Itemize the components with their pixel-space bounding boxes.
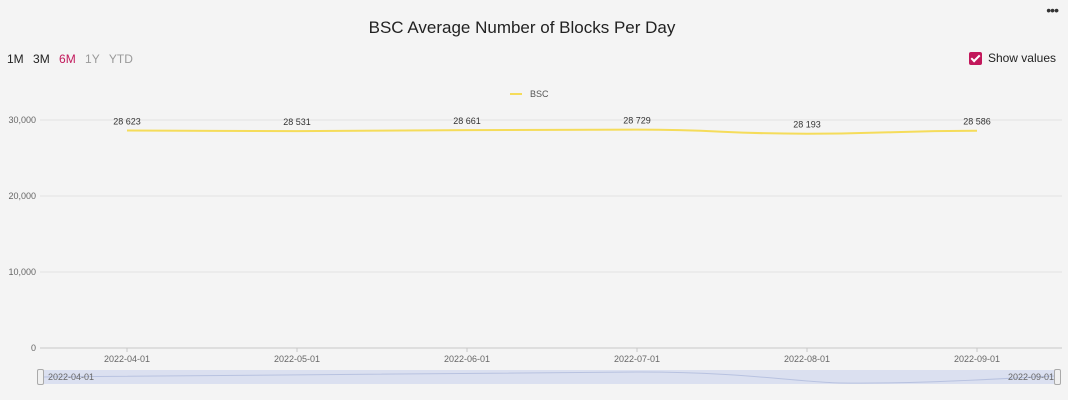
data-label: 28 729	[623, 116, 651, 126]
y-tick-label: 20,000	[8, 191, 36, 201]
x-tick-label: 2022-04-01	[104, 354, 150, 364]
checkbox-checked-icon[interactable]	[968, 51, 982, 65]
navigator-right-handle[interactable]	[1054, 369, 1061, 385]
data-label: 28 586	[963, 117, 991, 127]
x-tick-label: 2022-09-01	[954, 354, 1000, 364]
y-tick-label: 0	[31, 343, 36, 353]
navigator-left-handle[interactable]	[37, 369, 44, 385]
data-label: 28 623	[113, 116, 141, 126]
show-values-label: Show values	[987, 51, 1056, 65]
x-tick-label: 2022-06-01	[444, 354, 490, 364]
series-line-bsc	[126, 128, 978, 135]
data-label: 28 193	[793, 120, 821, 130]
navigator-start-label: 2022-04-01	[48, 372, 95, 382]
range-ytd-button[interactable]: YTD	[108, 52, 133, 66]
chart-title: BSC Average Number of Blocks Per Day	[368, 18, 676, 37]
navigator-preview	[40, 371, 1055, 384]
x-tick-label: 2022-08-01	[784, 354, 830, 364]
navigator-end-label: 2022-09-01	[1008, 372, 1055, 382]
data-label: 28 661	[453, 116, 481, 126]
range-selector: 1M 3M 6M 1Y YTD	[7, 52, 139, 66]
range-6m-button[interactable]: 6M	[59, 52, 76, 66]
y-tick-label: 10,000	[8, 267, 36, 277]
y-tick-label: 30,000	[8, 115, 36, 125]
more-dots-icon[interactable]: •••	[1046, 2, 1059, 18]
range-1y-button[interactable]: 1Y	[85, 52, 100, 66]
show-values-toggle[interactable]: Show values	[968, 51, 1056, 65]
range-3m-button[interactable]: 3M	[33, 52, 50, 66]
range-1m-button[interactable]: 1M	[7, 52, 24, 66]
x-tick-label: 2022-07-01	[614, 354, 660, 364]
legend-label: BSC	[530, 89, 549, 99]
data-label: 28 531	[283, 117, 311, 127]
x-tick-label: 2022-05-01	[274, 354, 320, 364]
